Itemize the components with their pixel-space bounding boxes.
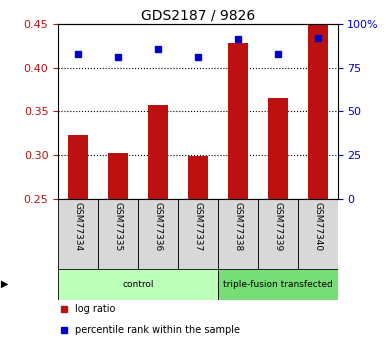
Bar [298,199,338,268]
Bar [188,156,208,199]
Text: GSM77339: GSM77339 [273,202,282,252]
Bar [308,25,327,199]
Bar [58,268,218,300]
Bar [148,105,168,199]
Title: GDS2187 / 9826: GDS2187 / 9826 [141,9,255,23]
Text: protocol  ▶: protocol ▶ [0,279,8,289]
Text: GSM77340: GSM77340 [313,202,322,252]
Text: GSM77337: GSM77337 [193,202,203,252]
Bar [218,268,338,300]
Text: percentile rank within the sample: percentile rank within the sample [75,325,240,335]
Bar [268,98,288,199]
Bar [58,199,98,268]
Text: triple-fusion transfected: triple-fusion transfected [223,280,333,289]
Text: control: control [122,280,154,289]
Bar [98,199,138,268]
Bar [68,135,88,199]
Bar [138,199,178,268]
Text: log ratio: log ratio [75,304,115,314]
Bar [228,43,248,199]
Text: GSM77334: GSM77334 [74,202,83,252]
Bar [108,153,128,199]
Bar [258,199,298,268]
Text: GSM77335: GSM77335 [114,202,123,252]
Text: GSM77336: GSM77336 [154,202,163,252]
Bar [218,199,258,268]
Bar [178,199,218,268]
Text: GSM77338: GSM77338 [233,202,242,252]
